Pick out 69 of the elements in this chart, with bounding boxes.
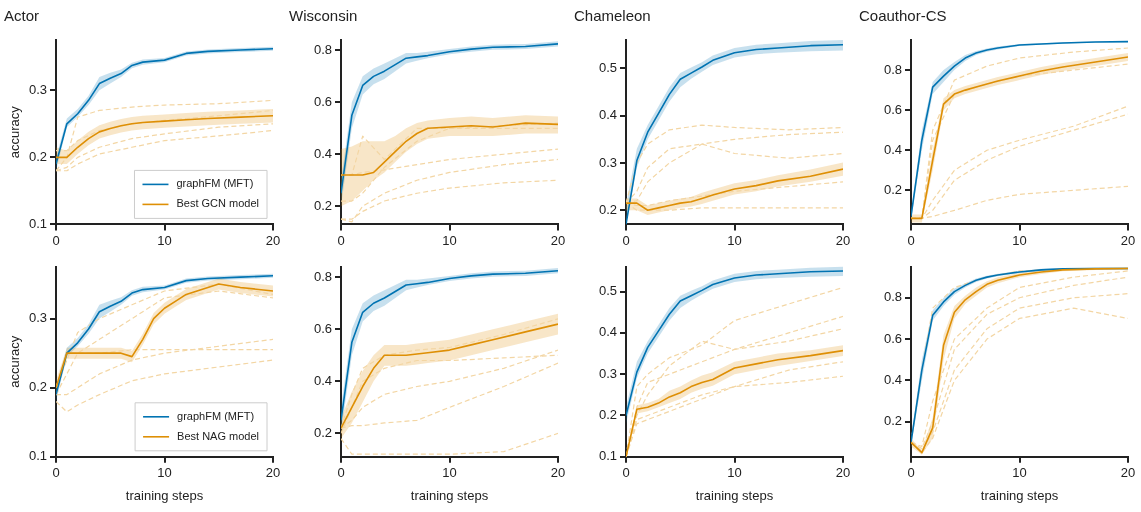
- y-tick-label: 0.1: [28, 448, 47, 464]
- y-tick-label: 0.6: [313, 320, 332, 336]
- x-tick-label: 0: [52, 232, 60, 248]
- x-tick-label: 10: [157, 465, 172, 481]
- x-tick-label: 0: [907, 465, 915, 481]
- y-tick-label: 0.8: [883, 61, 902, 77]
- chart-title: Actor: [4, 7, 40, 25]
- y-tick-label: 0.5: [598, 283, 617, 299]
- x-tick-label: 0: [907, 232, 915, 248]
- y-tick-label: 0.6: [313, 93, 332, 109]
- x-tick-label: 0: [337, 232, 345, 248]
- chart-title: Coauthor-CS: [859, 7, 947, 25]
- legend-label: graphFM (MFT): [176, 177, 254, 190]
- y-tick-label: 0.4: [313, 372, 332, 388]
- x-tick-label: 10: [157, 232, 172, 248]
- x-axis-title: training steps: [125, 487, 204, 503]
- y-tick-label: 0.1: [28, 215, 47, 231]
- chart-title: Chameleon: [574, 7, 651, 25]
- x-axis-title: training steps: [410, 487, 489, 503]
- legend-label: graphFM (MFT): [177, 409, 255, 422]
- legend-label: Best NAG model: [177, 429, 259, 442]
- y-tick-label: 0.2: [313, 197, 332, 213]
- y-axis-title: accuracy: [7, 335, 23, 388]
- chart-title: Wisconsin: [289, 7, 358, 25]
- y-tick-label: 0.4: [598, 107, 617, 123]
- x-tick-label: 0: [622, 232, 630, 248]
- x-tick-label: 20: [265, 465, 281, 481]
- y-tick-label: 0.3: [598, 154, 617, 170]
- x-tick-label: 10: [1012, 232, 1027, 248]
- y-tick-label: 0.2: [598, 201, 617, 217]
- y-tick-label: 0.5: [598, 59, 617, 75]
- x-tick-label: 20: [835, 465, 851, 481]
- y-tick-label: 0.2: [598, 407, 617, 423]
- y-tick-label: 0.4: [598, 324, 617, 340]
- x-tick-label: 10: [442, 232, 457, 248]
- y-tick-label: 0.2: [883, 181, 902, 197]
- y-tick-label: 0.4: [883, 371, 902, 387]
- x-tick-label: 20: [835, 232, 851, 248]
- x-tick-label: 20: [550, 232, 566, 248]
- x-tick-label: 10: [727, 465, 742, 481]
- y-axis-title: accuracy: [7, 105, 23, 159]
- x-tick-label: 20: [265, 232, 281, 248]
- x-tick-label: 0: [337, 465, 345, 481]
- x-axis-title: training steps: [695, 487, 774, 503]
- y-tick-label: 0.2: [313, 424, 332, 440]
- y-tick-label: 0.8: [883, 289, 902, 305]
- y-tick-label: 0.2: [28, 379, 47, 395]
- x-tick-label: 0: [52, 465, 60, 481]
- y-tick-label: 0.3: [28, 310, 47, 326]
- x-tick-label: 20: [550, 465, 566, 481]
- y-tick-label: 0.3: [28, 81, 47, 97]
- x-tick-label: 10: [727, 232, 742, 248]
- y-tick-label: 0.4: [313, 145, 332, 161]
- y-tick-label: 0.2: [28, 148, 47, 164]
- x-tick-label: 20: [1120, 232, 1136, 248]
- legend-label: Best GCN model: [176, 197, 259, 210]
- x-tick-label: 10: [1012, 465, 1027, 481]
- x-tick-label: 10: [442, 465, 457, 481]
- x-axis-title: training steps: [980, 487, 1059, 503]
- y-tick-label: 0.6: [883, 330, 902, 346]
- x-tick-label: 0: [622, 465, 630, 481]
- y-tick-label: 0.8: [313, 41, 332, 57]
- y-tick-label: 0.6: [883, 101, 902, 117]
- x-tick-label: 20: [1120, 465, 1136, 481]
- y-tick-label: 0.3: [598, 365, 617, 381]
- y-tick-label: 0.2: [883, 413, 902, 429]
- y-tick-label: 0.1: [598, 448, 617, 464]
- y-tick-label: 0.8: [313, 268, 332, 284]
- y-tick-label: 0.4: [883, 141, 902, 157]
